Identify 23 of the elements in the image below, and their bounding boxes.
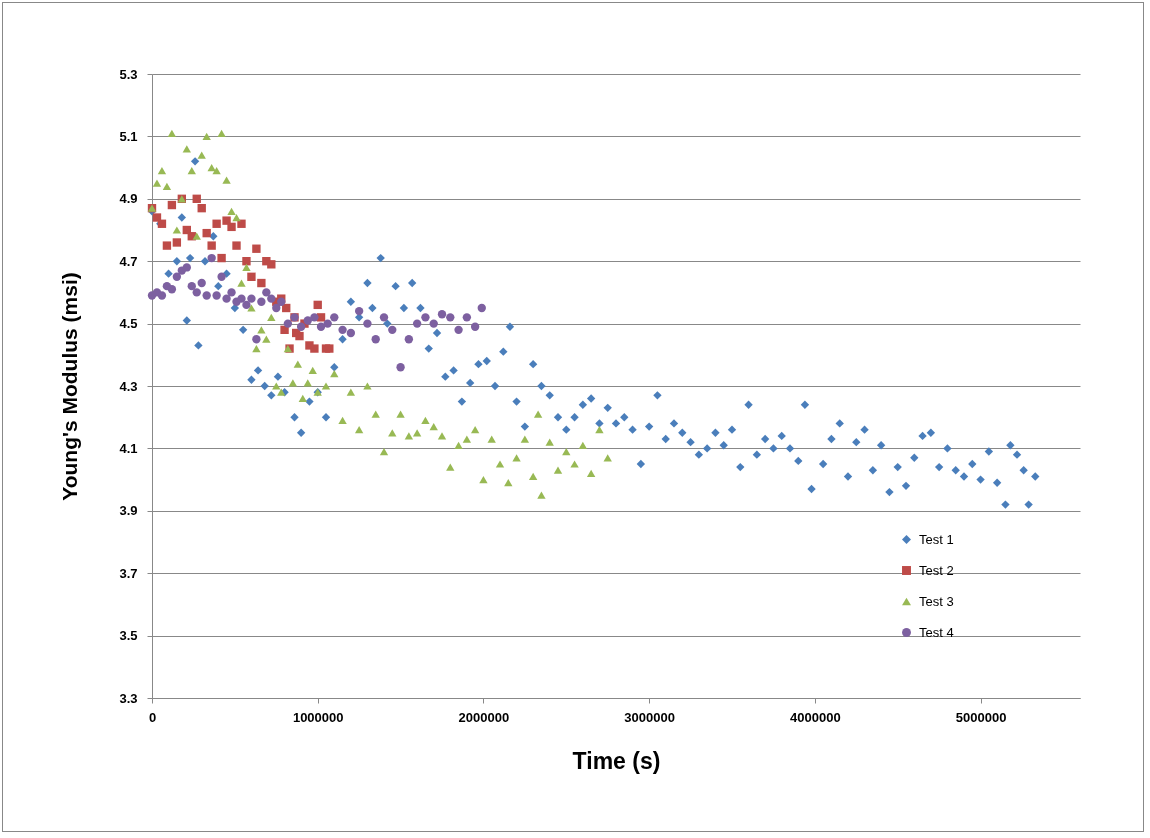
legend-label: Test 2 [919,562,954,578]
y-tick-label: 3.7 [119,565,138,581]
y-tick-label: 4.1 [119,440,138,456]
x-tick-label: 2000000 [458,709,510,725]
y-tick-label: 4.5 [119,316,138,332]
y-tick-label: 4.3 [119,378,138,394]
x-tick-label: 5000000 [955,709,1007,725]
legend-label: Test 3 [919,593,954,609]
x-tick-label: 0 [148,709,157,725]
x-tick-label: 3000000 [624,709,675,725]
x-tick-label: 4000000 [790,709,841,725]
y-axis-title: Young's Modulus (msi) [58,272,82,501]
y-tick-label: 4.9 [119,191,138,207]
y-tick-label: 5.3 [119,66,138,82]
y-tick-label: 3.9 [119,503,138,519]
x-tick-label: 1000000 [292,709,344,725]
legend-label: Test 4 [919,624,954,640]
y-tick-label: 3.5 [119,628,138,644]
y-tick-label: 5.1 [119,128,138,144]
x-axis-title: Time (s) [572,747,661,774]
y-tick-label: 4.7 [119,253,138,269]
legend-label: Test 1 [919,531,954,547]
y-tick-label: 3.3 [119,690,138,706]
